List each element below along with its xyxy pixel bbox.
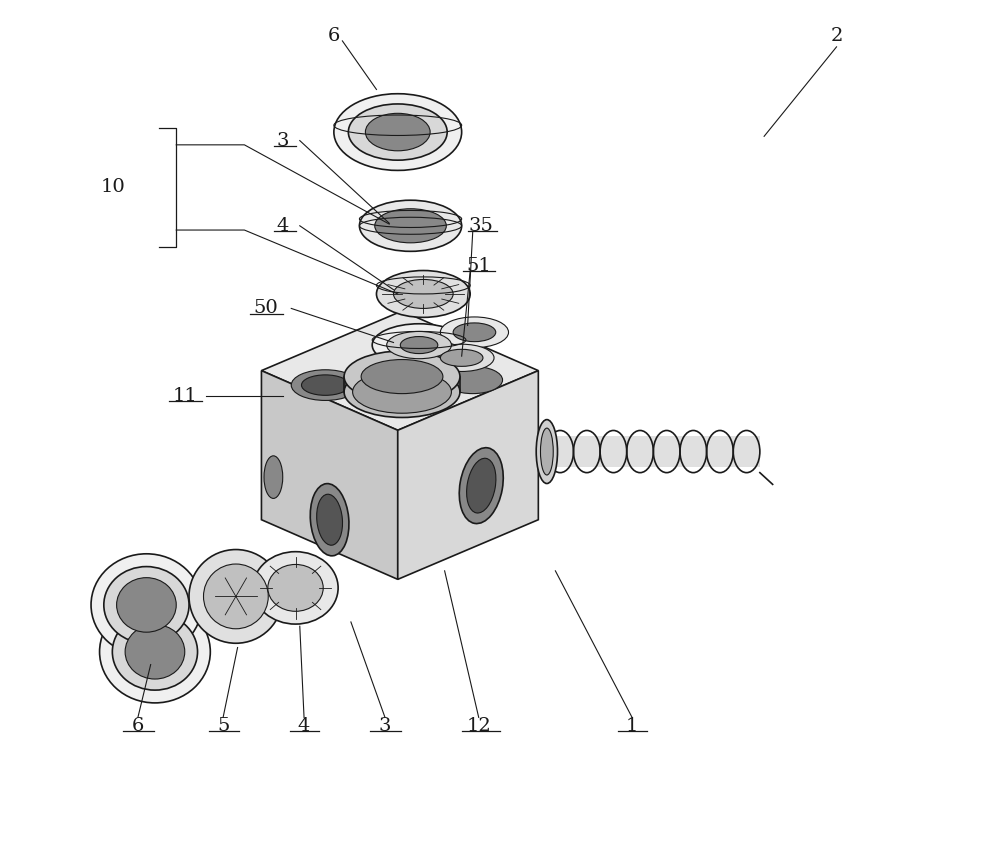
Text: 11: 11 [172, 387, 197, 406]
Ellipse shape [112, 613, 198, 690]
Ellipse shape [334, 94, 462, 170]
Ellipse shape [253, 552, 338, 624]
Ellipse shape [347, 355, 453, 403]
Ellipse shape [387, 331, 451, 359]
Ellipse shape [125, 625, 185, 679]
Ellipse shape [540, 428, 553, 475]
Text: 2: 2 [830, 26, 843, 45]
Ellipse shape [348, 104, 447, 160]
Ellipse shape [344, 366, 460, 417]
Ellipse shape [440, 317, 509, 348]
Polygon shape [398, 371, 538, 579]
Ellipse shape [353, 371, 451, 413]
Ellipse shape [317, 494, 343, 545]
Ellipse shape [359, 362, 441, 396]
Ellipse shape [372, 324, 466, 366]
Text: 3: 3 [276, 131, 289, 150]
Ellipse shape [359, 200, 462, 251]
Text: 50: 50 [253, 299, 278, 318]
Circle shape [189, 550, 283, 643]
Ellipse shape [301, 375, 349, 395]
Ellipse shape [440, 349, 483, 366]
Text: 6: 6 [132, 717, 144, 735]
Ellipse shape [536, 420, 558, 484]
Text: 35: 35 [469, 216, 494, 235]
Ellipse shape [375, 209, 446, 243]
Text: 3: 3 [379, 717, 391, 735]
Ellipse shape [291, 370, 359, 400]
Text: 51: 51 [466, 256, 491, 275]
Ellipse shape [393, 279, 453, 308]
Ellipse shape [453, 323, 496, 342]
Ellipse shape [376, 271, 470, 317]
Polygon shape [261, 371, 398, 579]
Circle shape [204, 564, 268, 629]
Ellipse shape [100, 601, 210, 703]
Ellipse shape [91, 554, 202, 656]
Ellipse shape [365, 113, 430, 151]
Text: 12: 12 [466, 717, 491, 735]
Ellipse shape [104, 567, 189, 643]
Text: 10: 10 [100, 178, 125, 197]
Ellipse shape [459, 447, 503, 524]
Text: 5: 5 [217, 717, 229, 735]
Text: 6: 6 [328, 26, 340, 45]
Ellipse shape [264, 456, 283, 498]
Text: 4: 4 [277, 216, 289, 235]
Polygon shape [261, 311, 538, 430]
Polygon shape [547, 436, 760, 467]
Ellipse shape [400, 337, 438, 354]
Ellipse shape [268, 564, 323, 612]
Ellipse shape [117, 578, 176, 632]
Ellipse shape [467, 458, 496, 513]
Ellipse shape [361, 360, 443, 394]
Text: 1: 1 [626, 717, 638, 735]
Ellipse shape [310, 484, 349, 556]
Text: 4: 4 [298, 717, 310, 735]
Ellipse shape [443, 366, 503, 394]
Ellipse shape [344, 351, 460, 402]
Ellipse shape [429, 344, 494, 371]
